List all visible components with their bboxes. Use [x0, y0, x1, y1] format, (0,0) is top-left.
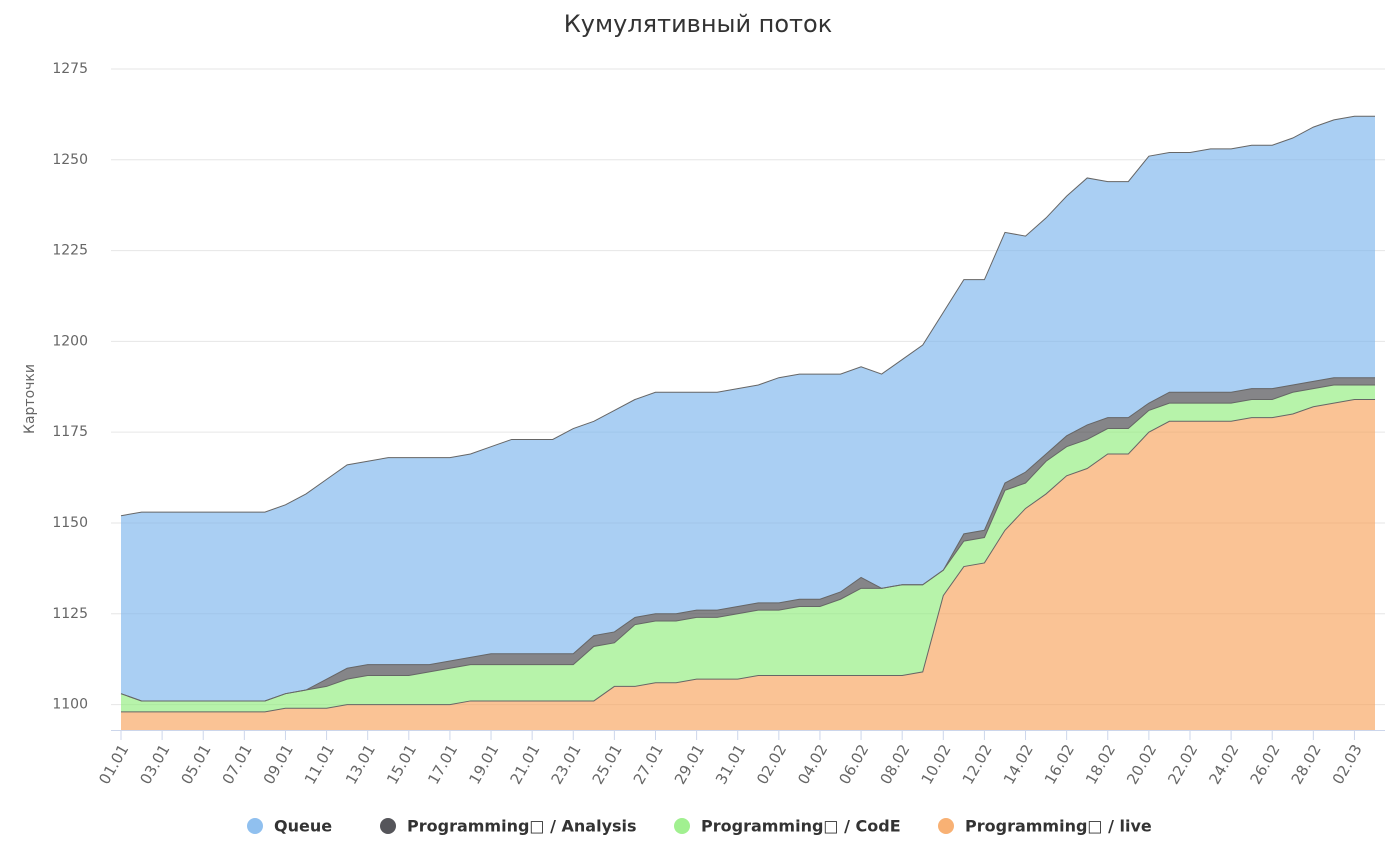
area-line [121, 399, 1375, 713]
y-tick-label: 1225 [52, 243, 88, 259]
x-tick-label: 26.02 [1247, 741, 1284, 787]
x-tick-label: 03.01 [136, 741, 173, 787]
x-tick-label: 28.02 [1288, 741, 1325, 787]
x-tick-label: 09.01 [260, 741, 297, 787]
x-tick-label: 06.02 [835, 741, 872, 787]
x-tick-label: 01.01 [95, 741, 132, 787]
x-tick-label: 21.01 [506, 741, 543, 787]
area-line [120, 384, 1375, 702]
area [121, 116, 1375, 701]
x-tick-label: 16.02 [1041, 741, 1078, 787]
legend-label: Programming□ / Analysis [407, 817, 637, 836]
x-tick-label: 25.01 [589, 741, 626, 787]
x-tick-label: 24.02 [1205, 741, 1242, 787]
x-tick-label: 23.01 [548, 741, 585, 787]
x-tick-label: 08.02 [876, 741, 913, 787]
legend-label: Queue [274, 817, 332, 836]
x-tick-label: 18.02 [1082, 741, 1119, 787]
x-tick-label: 05.01 [178, 741, 215, 787]
y-tick-label: 1100 [52, 697, 88, 713]
x-tick-label: 27.01 [630, 741, 667, 787]
area [121, 384, 1375, 712]
area [121, 399, 1375, 730]
x-tick-label: 22.02 [1164, 741, 1201, 787]
x-tick-label: 04.02 [794, 741, 831, 787]
legend-swatch [247, 818, 263, 834]
x-tick-label: 19.01 [465, 741, 502, 787]
y-axis-label: Карточки [22, 364, 38, 434]
x-tick-label: 11.01 [301, 741, 338, 787]
x-tick-label: 29.01 [671, 741, 708, 787]
y-tick-label: 1125 [52, 606, 88, 622]
x-tick-label: 31.01 [712, 741, 749, 787]
x-tick-label: 02.03 [1329, 741, 1366, 787]
x-tick-label: 10.02 [918, 741, 955, 787]
x-tick-label: 02.02 [753, 741, 790, 787]
y-tick-label: 1250 [52, 152, 88, 168]
legend-swatch [938, 818, 954, 834]
y-tick-label: 1200 [52, 333, 88, 349]
area-line [120, 377, 1375, 702]
legend-label: Programming□ / live [965, 817, 1152, 836]
legend-swatch [674, 818, 690, 834]
area-line [120, 115, 1375, 517]
y-tick-label: 1175 [52, 424, 88, 440]
x-tick-label: 20.02 [1123, 741, 1160, 787]
chart-title: Кумулятивный поток [564, 10, 832, 38]
y-tick-label: 1275 [52, 61, 88, 77]
x-tick-label: 07.01 [219, 741, 256, 787]
x-tick-label: 14.02 [1000, 741, 1037, 787]
x-tick-label: 13.01 [342, 741, 379, 787]
x-tick-label: 12.02 [959, 741, 996, 787]
y-tick-label: 1150 [52, 515, 88, 531]
legend-swatch [380, 818, 396, 834]
legend-label: Programming□ / CodE [701, 817, 901, 836]
x-tick-label: 15.01 [383, 741, 420, 787]
x-tick-label: 17.01 [424, 741, 461, 787]
